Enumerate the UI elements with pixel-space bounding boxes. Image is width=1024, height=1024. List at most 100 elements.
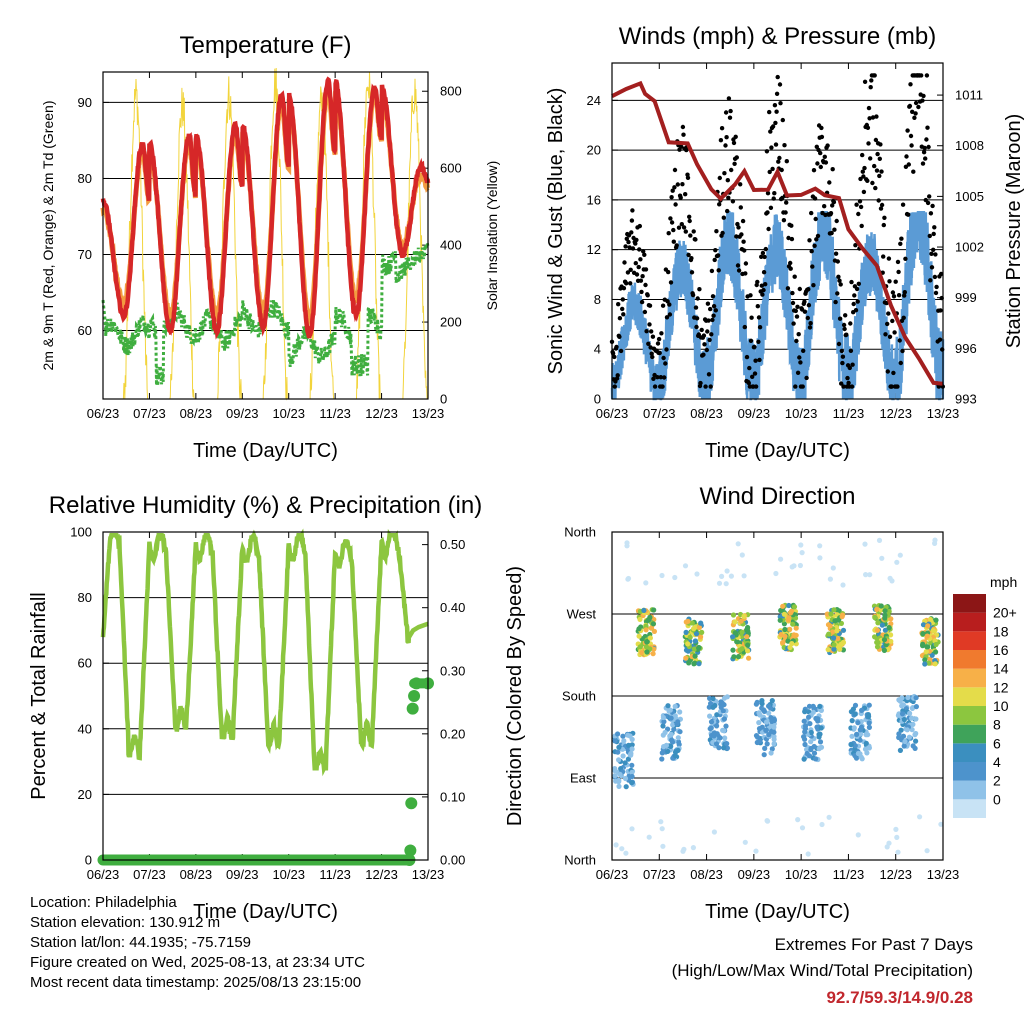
wind-direction-point [690,845,697,851]
gust-point [848,348,854,353]
wind-direction-point [660,714,667,721]
gust-point [886,256,892,261]
gust-point [889,384,894,389]
x-tick-label: 10/23 [785,867,818,882]
wind-direction-point [872,634,878,640]
gust-point [680,124,686,130]
gust-point [722,171,727,176]
gust-point [708,306,713,312]
wind-direction-point [830,629,836,635]
gust-point [887,334,893,339]
gust-point [851,301,856,307]
x-tick-label: 13/23 [412,867,445,882]
wind-direction-point [730,634,736,640]
wind-direction-point [708,725,714,731]
gust-point [874,114,879,119]
gust-point [614,344,619,350]
gust-point [618,348,624,354]
gust-point [622,260,627,265]
gust-point [791,321,796,326]
wind-direction-point [862,541,868,547]
gust-point [855,299,860,304]
gust-point [748,338,754,343]
gust-point [809,210,814,216]
wind-direction-point [882,627,889,633]
wind-direction-point [909,705,916,712]
chart-title: Relative Humidity (%) & Precipitation (i… [49,492,482,519]
wind-direction-point [660,723,666,729]
gust-point [709,268,715,274]
wind-direction-point [802,741,808,748]
wind-direction-point [708,700,714,707]
gust-point [612,384,617,389]
gust-point [900,348,905,354]
wind-direction-point [807,721,813,727]
y-tick-label: East [570,771,596,786]
gust-point [765,191,771,196]
gust-point [900,202,906,207]
gust-point [649,351,654,356]
gust-point [639,299,645,305]
gust-point [685,175,691,180]
y-tick-label: 16 [587,192,601,207]
wind-direction-point [710,696,716,702]
gust-point [788,266,793,271]
gust-point [767,169,772,175]
colorbar-label: 0 [993,791,1001,807]
gust-point [788,260,793,266]
gust-point [777,82,783,87]
gust-point [734,155,739,160]
wind-direction-point [718,699,724,705]
gust-point [861,189,867,195]
y2-tick-label: 1011 [955,88,983,103]
x-tick-label: 11/23 [319,867,351,882]
gust-point [687,218,692,224]
gust-point [794,338,799,344]
gust-point [834,218,839,224]
wind-direction-point [831,642,837,648]
precipitation-point [405,797,418,810]
gust-point [890,290,896,295]
wind-direction-point [615,731,621,737]
gust-point [852,293,857,298]
gust-point [902,290,907,295]
gust-point [802,299,807,304]
wind-direction-point [639,650,645,656]
wind-direction-point [933,617,939,623]
wind-direction-point [714,731,720,737]
y-tick-label: 20 [78,787,92,802]
wind-direction-point [866,713,872,720]
chart-panel-2: 06/23 07/23 08/23 09/23 10/23 11/23 12/23 13/23… [28,492,482,923]
wind-direction-point [817,745,823,751]
gust-point [628,281,633,286]
gust-point [665,299,670,304]
wind-direction-point [799,550,805,556]
gust-point [626,239,631,245]
x-tick-label: 12/23 [879,867,912,882]
wind-direction-point [917,814,923,820]
x-tick-label: 06/23 [596,406,629,421]
gust-point [913,111,918,116]
wind-direction-point [699,629,705,636]
y-tick-label: 90 [78,95,92,110]
gust-point [811,168,817,173]
gust-point [869,78,874,83]
wind-direction-point [711,829,718,835]
gust-point [839,381,844,386]
x-axis-label: Time (Day/UTC) [705,901,850,923]
wind-direction-point [672,574,678,581]
gust-point [760,292,765,297]
gust-point [699,327,704,333]
wind-direction-point [625,575,632,582]
temperature-2m-line [100,76,431,340]
gust-point [725,178,730,183]
gust-point [858,176,863,182]
gust-point [712,257,717,263]
gust-point [675,182,680,187]
gust-point [770,124,776,129]
wind-direction-point [732,619,738,625]
gust-point [897,338,902,343]
gust-point [752,371,758,376]
wind-direction-point [698,634,704,640]
wind-direction-point [922,661,928,667]
